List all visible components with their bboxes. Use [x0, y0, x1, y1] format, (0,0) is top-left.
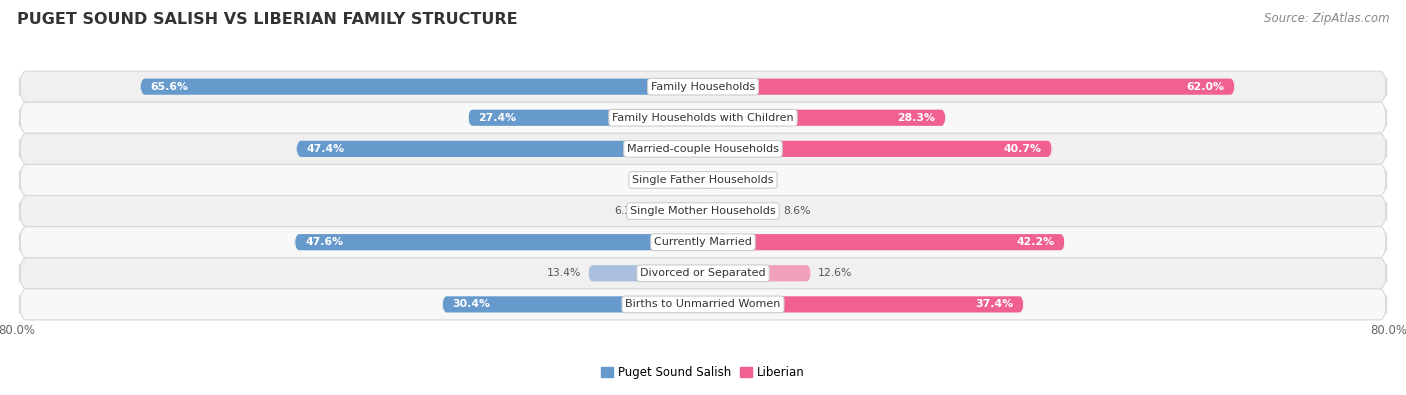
FancyBboxPatch shape	[295, 234, 703, 250]
FancyBboxPatch shape	[20, 102, 1386, 133]
Text: 40.7%: 40.7%	[1004, 144, 1042, 154]
Text: 62.0%: 62.0%	[1187, 82, 1225, 92]
FancyBboxPatch shape	[141, 79, 703, 95]
Text: Source: ZipAtlas.com: Source: ZipAtlas.com	[1264, 12, 1389, 25]
Text: 13.4%: 13.4%	[547, 268, 581, 278]
FancyBboxPatch shape	[703, 172, 724, 188]
Text: Family Households with Children: Family Households with Children	[612, 113, 794, 123]
FancyBboxPatch shape	[20, 196, 1386, 227]
Text: Currently Married: Currently Married	[654, 237, 752, 247]
Text: Family Households: Family Households	[651, 82, 755, 92]
FancyBboxPatch shape	[650, 203, 703, 219]
Text: 8.6%: 8.6%	[783, 206, 811, 216]
FancyBboxPatch shape	[588, 265, 703, 281]
Text: Married-couple Households: Married-couple Households	[627, 144, 779, 154]
FancyBboxPatch shape	[443, 296, 703, 312]
FancyBboxPatch shape	[703, 110, 946, 126]
FancyBboxPatch shape	[20, 134, 1386, 164]
Text: 47.6%: 47.6%	[305, 237, 343, 247]
Text: Divorced or Separated: Divorced or Separated	[640, 268, 766, 278]
FancyBboxPatch shape	[20, 258, 1386, 289]
Text: 2.7%: 2.7%	[645, 175, 673, 185]
FancyBboxPatch shape	[20, 289, 1386, 320]
FancyBboxPatch shape	[703, 296, 1024, 312]
Text: 30.4%: 30.4%	[453, 299, 491, 309]
FancyBboxPatch shape	[297, 141, 703, 157]
Text: 28.3%: 28.3%	[897, 113, 935, 123]
FancyBboxPatch shape	[703, 203, 776, 219]
FancyBboxPatch shape	[468, 110, 703, 126]
Text: 47.4%: 47.4%	[307, 144, 344, 154]
FancyBboxPatch shape	[703, 265, 811, 281]
FancyBboxPatch shape	[703, 234, 1064, 250]
Text: Single Father Households: Single Father Households	[633, 175, 773, 185]
Text: 42.2%: 42.2%	[1017, 237, 1054, 247]
FancyBboxPatch shape	[703, 141, 1052, 157]
Text: 12.6%: 12.6%	[818, 268, 852, 278]
Text: 37.4%: 37.4%	[976, 299, 1014, 309]
Text: 27.4%: 27.4%	[478, 113, 516, 123]
Text: 2.5%: 2.5%	[731, 175, 759, 185]
Text: Single Mother Households: Single Mother Households	[630, 206, 776, 216]
Text: PUGET SOUND SALISH VS LIBERIAN FAMILY STRUCTURE: PUGET SOUND SALISH VS LIBERIAN FAMILY ST…	[17, 12, 517, 27]
FancyBboxPatch shape	[703, 79, 1234, 95]
Legend: Puget Sound Salish, Liberian: Puget Sound Salish, Liberian	[596, 361, 810, 384]
Text: 65.6%: 65.6%	[150, 82, 188, 92]
Text: Births to Unmarried Women: Births to Unmarried Women	[626, 299, 780, 309]
FancyBboxPatch shape	[681, 172, 703, 188]
FancyBboxPatch shape	[20, 164, 1386, 196]
FancyBboxPatch shape	[20, 227, 1386, 258]
FancyBboxPatch shape	[20, 71, 1386, 102]
Text: 6.3%: 6.3%	[614, 206, 643, 216]
